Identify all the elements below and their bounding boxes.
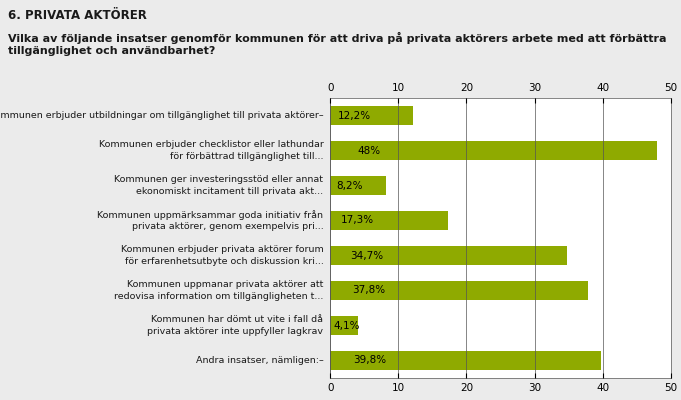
Text: Kommunen erbjuder utbildningar om tillgänglighet till privata aktörer–: Kommunen erbjuder utbildningar om tillgä…: [0, 111, 323, 120]
Bar: [330, 246, 567, 265]
Text: 8,2%: 8,2%: [336, 180, 362, 190]
Bar: [330, 351, 601, 370]
Text: 12,2%: 12,2%: [338, 110, 371, 120]
Text: 6. PRIVATA AKTÖRER: 6. PRIVATA AKTÖRER: [8, 9, 147, 22]
Text: Kommunen uppmanar privata aktörer att
redovisa information om tillgängligheten t: Kommunen uppmanar privata aktörer att re…: [114, 280, 323, 300]
Text: Kommunen erbjuder checklistor eller lathundar
för förbättrad tillgänglighet till: Kommunen erbjuder checklistor eller lath…: [99, 140, 323, 160]
Text: Kommunen uppmärksammar goda initiativ från
privata aktörer, genom exempelvis pri: Kommunen uppmärksammar goda initiativ fr…: [97, 210, 323, 231]
Text: Kommunen har dömt ut vite i fall då
privata aktörer inte uppfyller lagkrav: Kommunen har dömt ut vite i fall då priv…: [148, 316, 323, 336]
Text: 4,1%: 4,1%: [334, 320, 360, 330]
Bar: [330, 211, 448, 230]
Text: 17,3%: 17,3%: [341, 216, 374, 226]
Text: 37,8%: 37,8%: [352, 286, 385, 296]
Text: 48%: 48%: [358, 146, 381, 156]
Text: Kommunen ger investeringsstöd eller annat
ekonomiskt incitament till privata akt: Kommunen ger investeringsstöd eller anna…: [114, 176, 323, 196]
Text: Kommunen erbjuder privata aktörer forum
för erfarenhetsutbyte och diskussion kri: Kommunen erbjuder privata aktörer forum …: [121, 246, 323, 266]
Text: Vilka av följande insatser genomför kommunen för att driva på privata aktörers a: Vilka av följande insatser genomför komm…: [8, 32, 667, 56]
Text: 39,8%: 39,8%: [353, 356, 386, 366]
Text: 34,7%: 34,7%: [351, 250, 383, 260]
Bar: [330, 141, 657, 160]
Bar: [330, 316, 358, 335]
Text: Andra insatser, nämligen:–: Andra insatser, nämligen:–: [195, 356, 323, 365]
Bar: [330, 176, 386, 195]
Bar: [330, 106, 413, 125]
Bar: [330, 281, 588, 300]
